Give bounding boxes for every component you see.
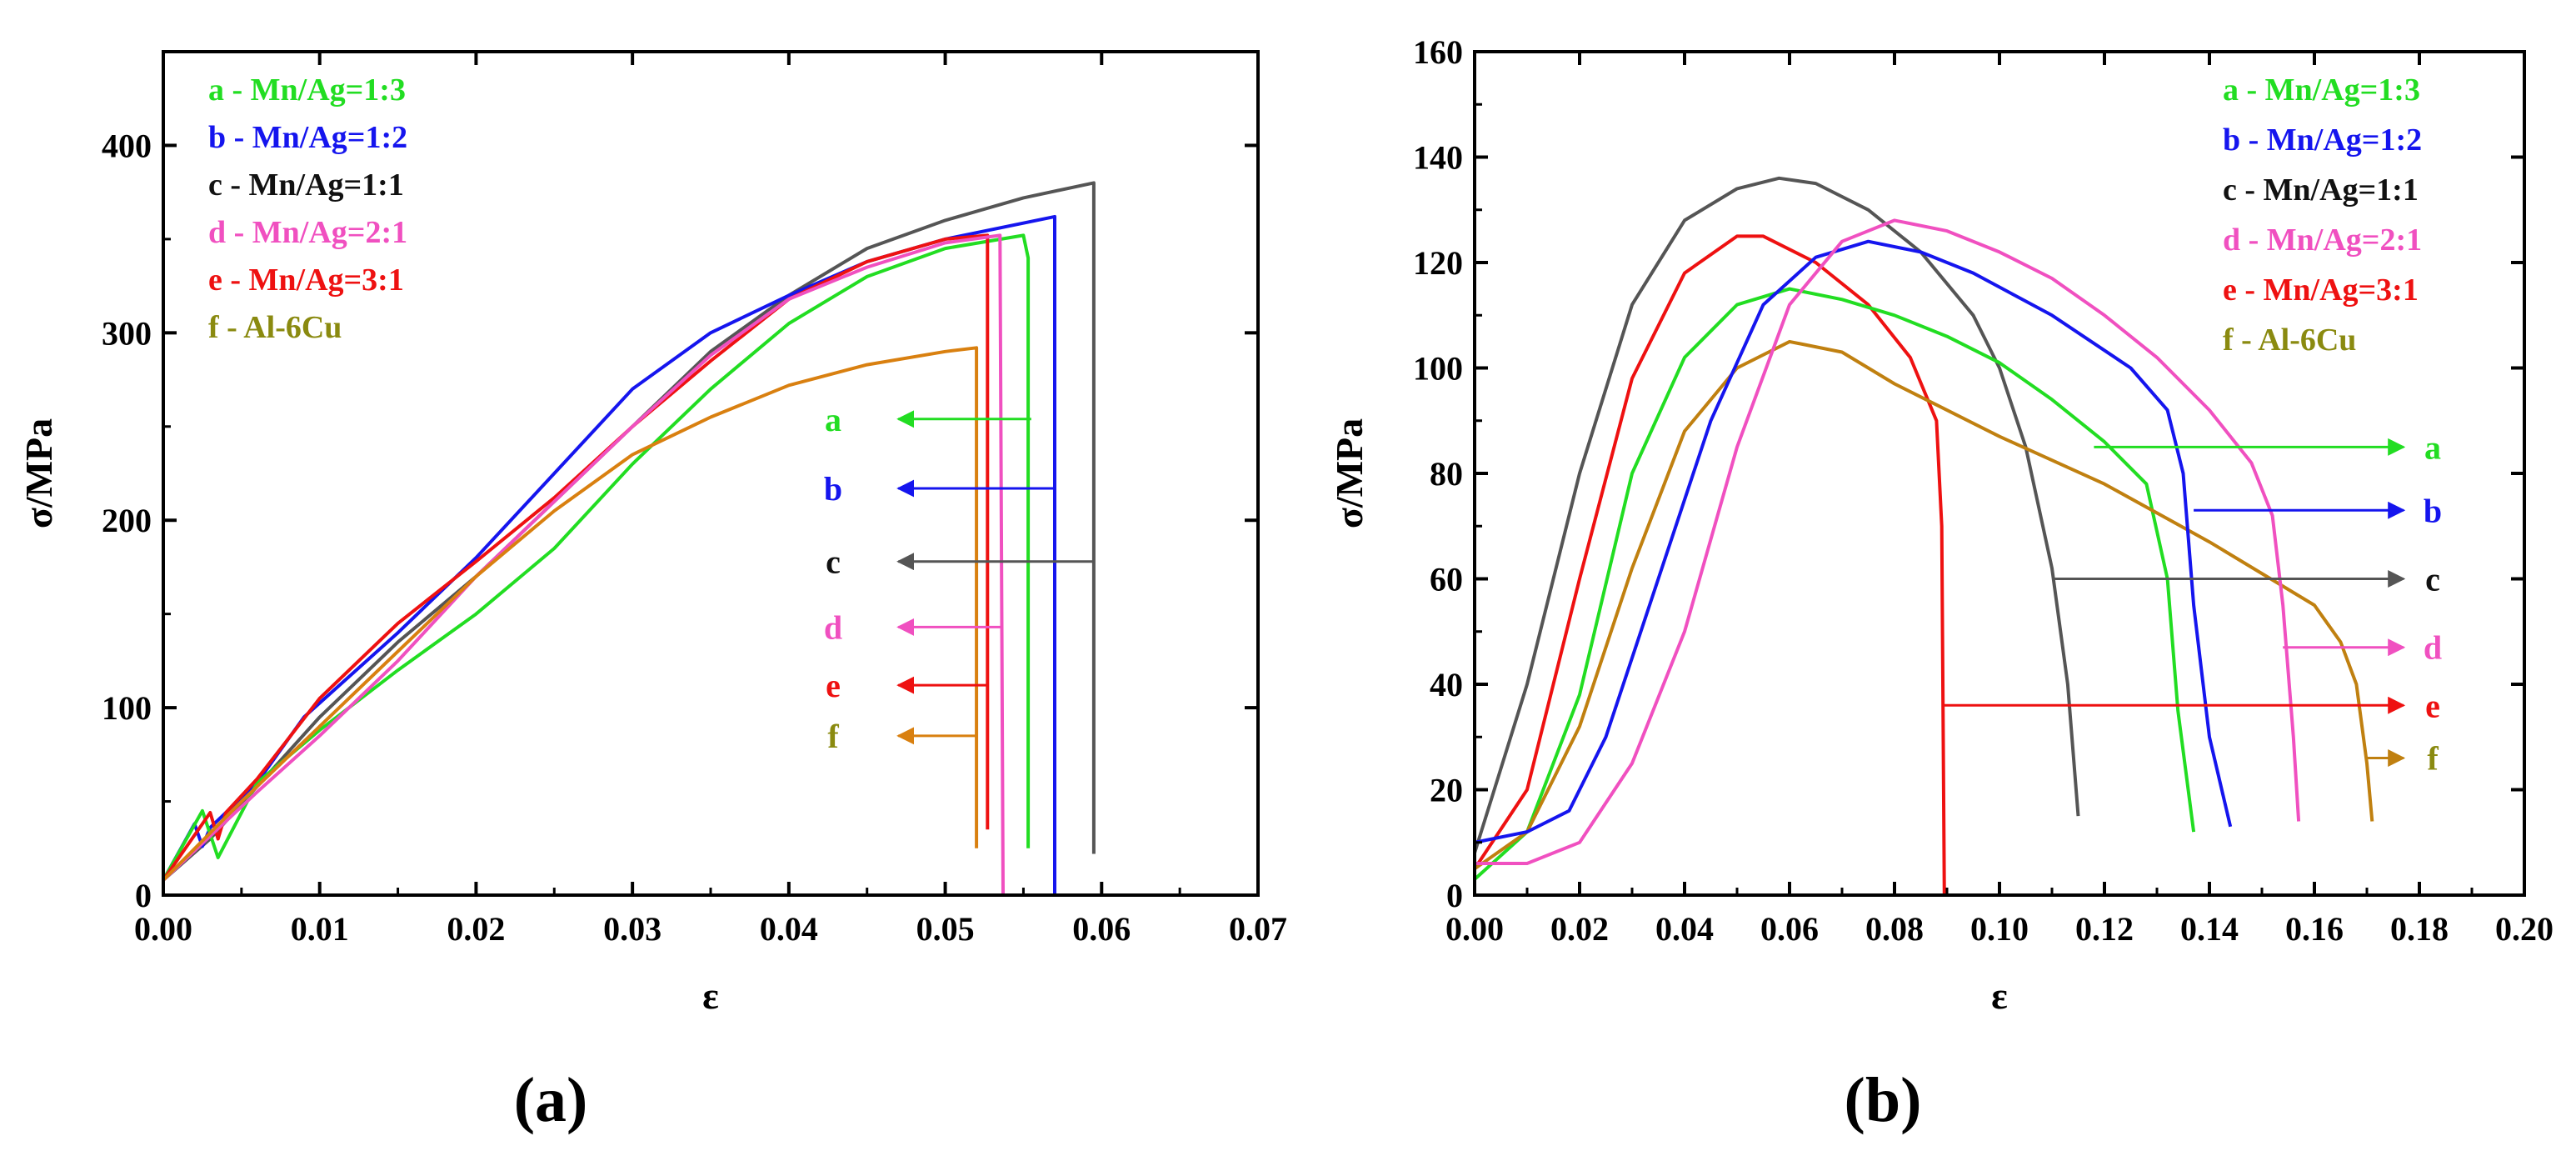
legend-entry: e - Mn/Ag=3:1 bbox=[208, 263, 404, 298]
x-tick-label: 0.00 bbox=[134, 910, 192, 948]
panel-a-x-ticks: 0.00 0.01 0.02 0.03 0.04 0.05 0.06 0.07 bbox=[134, 52, 1287, 948]
series-line-a bbox=[162, 233, 1031, 881]
series-line-b bbox=[1474, 239, 2233, 844]
legend-entry: b - Mn/Ag=1:2 bbox=[208, 120, 407, 155]
panel-a-label: (a) bbox=[514, 1065, 588, 1135]
series-line-d bbox=[162, 233, 1005, 896]
x-tick-label: 0.16 bbox=[2285, 910, 2344, 948]
panel-b-x-ticks: 0.00 0.02 0.04 0.06 0.08 0.10 0.12 0.14 0.16 0.18… bbox=[1445, 52, 2554, 948]
x-tick-label: 0.08 bbox=[1865, 910, 1924, 948]
y-tick-label: 100 bbox=[1413, 350, 1463, 388]
legend-entry: a - Mn/Ag=1:3 bbox=[208, 73, 406, 108]
legend-entry: f - Al-6Cu bbox=[2223, 323, 2356, 358]
legend-entry: d - Mn/Ag=2:1 bbox=[2223, 223, 2422, 258]
x-tick-label: 0.02 bbox=[447, 910, 505, 948]
x-tick-label: 0.01 bbox=[291, 910, 349, 948]
y-tick-label: 40 bbox=[1430, 666, 1463, 703]
y-tick-label: 120 bbox=[1413, 244, 1463, 282]
tag-label-d: d bbox=[2424, 629, 2442, 667]
x-tick-label: 0.04 bbox=[1655, 910, 1714, 948]
y-tick-label: 100 bbox=[102, 689, 152, 727]
x-tick-label: 0.10 bbox=[1970, 910, 2029, 948]
panel-b-tag-arrows: c e a f b d bbox=[1944, 428, 2442, 778]
legend-entry: a - Mn/Ag=1:3 bbox=[2223, 73, 2420, 108]
tag-label-e: e bbox=[826, 667, 841, 704]
x-tick-label: 0.06 bbox=[1072, 910, 1131, 948]
panel-b-y-axis-title: σ/MPa bbox=[1328, 418, 1370, 528]
tag-label-b: b bbox=[2424, 492, 2442, 529]
panel-a-y-axis-title: σ/MPa bbox=[17, 418, 60, 528]
legend-entry: c - Mn/Ag=1:1 bbox=[2223, 173, 2419, 208]
legend-entry: f - Al-6Cu bbox=[208, 310, 342, 345]
tag-label-f: f bbox=[827, 718, 839, 755]
panel-b-x-axis-title: ε bbox=[1991, 974, 2008, 1017]
panel-b-curves bbox=[1473, 176, 2374, 896]
y-tick-label: 20 bbox=[1430, 772, 1463, 809]
x-tick-label: 0.03 bbox=[603, 910, 661, 948]
tag-label-a: a bbox=[825, 401, 841, 438]
tag-label-f: f bbox=[2427, 740, 2439, 778]
series-line-f bbox=[162, 346, 979, 882]
x-tick-label: 0.02 bbox=[1550, 910, 1609, 948]
series-line-c bbox=[1473, 176, 2080, 853]
y-tick-label: 0 bbox=[135, 877, 152, 914]
series-line-f bbox=[1473, 339, 2374, 871]
y-tick-label: 80 bbox=[1430, 455, 1463, 493]
x-tick-label: 0.18 bbox=[2390, 910, 2449, 948]
panel-a-y-ticks: 0 100 200 300 400 bbox=[102, 127, 1258, 914]
panel-b-y-ticks: 0 20 40 60 80 100 120 140 160 bbox=[1413, 33, 2524, 914]
tag-label-b: b bbox=[824, 470, 842, 508]
series-line-d bbox=[1475, 218, 2301, 865]
legend-entry: c - Mn/Ag=1:1 bbox=[208, 168, 404, 203]
x-tick-label: 0.07 bbox=[1229, 910, 1287, 948]
y-tick-label: 160 bbox=[1413, 33, 1463, 71]
panel-b-label: (b) bbox=[1845, 1065, 1922, 1135]
panel-a-legend: a - Mn/Ag=1:3 b - Mn/Ag=1:2 c - Mn/Ag=1:1 d… bbox=[208, 73, 407, 345]
y-tick-label: 400 bbox=[102, 127, 152, 164]
panel-b-legend: a - Mn/Ag=1:3 b - Mn/Ag=1:2 c - Mn/Ag=1:1 d… bbox=[2223, 73, 2422, 358]
x-tick-label: 0.20 bbox=[2495, 910, 2554, 948]
tag-label-d: d bbox=[824, 608, 842, 646]
legend-entry: d - Mn/Ag=2:1 bbox=[208, 215, 407, 250]
tag-label-a: a bbox=[2424, 428, 2441, 466]
x-tick-label: 0.14 bbox=[2180, 910, 2239, 948]
y-tick-label: 0 bbox=[1446, 877, 1463, 914]
x-tick-label: 0.00 bbox=[1445, 910, 1504, 948]
y-tick-label: 300 bbox=[102, 314, 152, 352]
y-tick-label: 200 bbox=[102, 502, 152, 539]
y-tick-label: 60 bbox=[1430, 561, 1463, 598]
y-tick-label: 140 bbox=[1413, 139, 1463, 177]
x-tick-label: 0.04 bbox=[760, 910, 818, 948]
tag-label-c: c bbox=[826, 543, 841, 581]
panel-a-tag-arrows: cba ed f bbox=[824, 401, 1094, 755]
tag-label-c: c bbox=[2425, 561, 2440, 598]
x-tick-label: 0.06 bbox=[1760, 910, 1819, 948]
series-line-a bbox=[1473, 287, 2196, 881]
x-tick-label: 0.12 bbox=[2075, 910, 2134, 948]
panel-a-x-axis-title: ε bbox=[702, 974, 719, 1017]
legend-entry: e - Mn/Ag=3:1 bbox=[2223, 273, 2419, 308]
legend-entry: b - Mn/Ag=1:2 bbox=[2223, 123, 2422, 158]
x-tick-label: 0.05 bbox=[916, 910, 975, 948]
tag-label-e: e bbox=[2425, 687, 2440, 724]
panel-a-curves bbox=[162, 181, 1096, 896]
series-line-e bbox=[1473, 234, 1946, 896]
